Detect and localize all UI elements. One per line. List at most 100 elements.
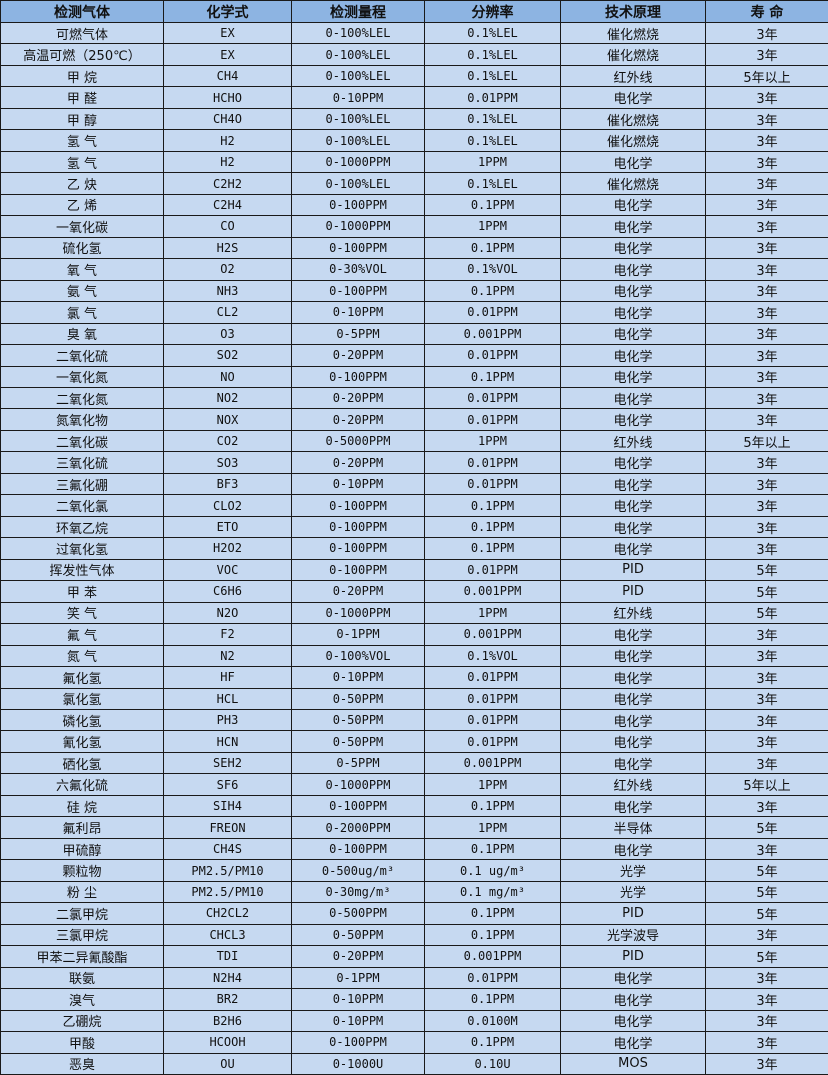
cell-range: 0-20PPM bbox=[292, 452, 425, 473]
cell-lifespan: 3年 bbox=[706, 645, 828, 666]
cell-range: 0-100%LEL bbox=[292, 23, 425, 44]
cell-principle: 电化学 bbox=[561, 710, 706, 731]
cell-resolution: 0.1 mg/m³ bbox=[425, 881, 561, 902]
cell-lifespan: 3年 bbox=[706, 516, 828, 537]
cell-resolution: 0.10U bbox=[425, 1053, 561, 1074]
cell-principle: 光学波导 bbox=[561, 924, 706, 945]
cell-principle: 电化学 bbox=[561, 280, 706, 301]
cell-principle: 电化学 bbox=[561, 452, 706, 473]
cell-formula: FREON bbox=[164, 817, 292, 838]
cell-resolution: 1PPM bbox=[425, 602, 561, 623]
cell-range: 0-100%LEL bbox=[292, 108, 425, 129]
cell-range: 0-50PPM bbox=[292, 924, 425, 945]
cell-gas: 氨 气 bbox=[1, 280, 164, 301]
cell-range: 0-100PPM bbox=[292, 1032, 425, 1053]
cell-resolution: 0.001PPM bbox=[425, 624, 561, 645]
cell-lifespan: 5年 bbox=[706, 903, 828, 924]
cell-formula: PH3 bbox=[164, 710, 292, 731]
cell-gas: 乙硼烷 bbox=[1, 1010, 164, 1031]
cell-formula: NH3 bbox=[164, 280, 292, 301]
cell-range: 0-100PPM bbox=[292, 495, 425, 516]
cell-range: 0-100PPM bbox=[292, 559, 425, 580]
cell-range: 0-10PPM bbox=[292, 667, 425, 688]
cell-range: 0-5PPM bbox=[292, 752, 425, 773]
cell-lifespan: 3年 bbox=[706, 795, 828, 816]
cell-gas: 氟 气 bbox=[1, 624, 164, 645]
cell-principle: 电化学 bbox=[561, 409, 706, 430]
cell-lifespan: 3年 bbox=[706, 731, 828, 752]
cell-resolution: 1PPM bbox=[425, 216, 561, 237]
cell-range: 0-100PPM bbox=[292, 237, 425, 258]
cell-principle: 电化学 bbox=[561, 1032, 706, 1053]
cell-lifespan: 3年 bbox=[706, 130, 828, 151]
cell-range: 0-10PPM bbox=[292, 302, 425, 323]
cell-resolution: 0.01PPM bbox=[425, 409, 561, 430]
cell-range: 0-1PPM bbox=[292, 624, 425, 645]
cell-gas: 联氨 bbox=[1, 967, 164, 988]
cell-resolution: 0.01PPM bbox=[425, 559, 561, 580]
cell-resolution: 0.1%LEL bbox=[425, 108, 561, 129]
cell-range: 0-20PPM bbox=[292, 409, 425, 430]
cell-gas: 甲苯二异氰酸酯 bbox=[1, 946, 164, 967]
cell-principle: 电化学 bbox=[561, 151, 706, 172]
cell-resolution: 0.01PPM bbox=[425, 473, 561, 494]
cell-principle: 催化燃烧 bbox=[561, 173, 706, 194]
cell-range: 0-100%LEL bbox=[292, 65, 425, 86]
cell-gas: 乙 烯 bbox=[1, 194, 164, 215]
cell-range: 0-1PPM bbox=[292, 967, 425, 988]
cell-gas: 氯 气 bbox=[1, 302, 164, 323]
cell-formula: CH4 bbox=[164, 65, 292, 86]
cell-lifespan: 5年 bbox=[706, 581, 828, 602]
cell-lifespan: 3年 bbox=[706, 1053, 828, 1074]
cell-resolution: 0.01PPM bbox=[425, 731, 561, 752]
cell-resolution: 0.1PPM bbox=[425, 1032, 561, 1053]
cell-range: 0-1000PPM bbox=[292, 216, 425, 237]
cell-principle: 电化学 bbox=[561, 838, 706, 859]
cell-formula: HCL bbox=[164, 688, 292, 709]
cell-principle: 电化学 bbox=[561, 1010, 706, 1031]
cell-resolution: 0.1PPM bbox=[425, 838, 561, 859]
cell-gas: 乙 炔 bbox=[1, 173, 164, 194]
cell-principle: 电化学 bbox=[561, 194, 706, 215]
cell-formula: NO2 bbox=[164, 387, 292, 408]
cell-principle: 电化学 bbox=[561, 516, 706, 537]
cell-gas: 六氟化硫 bbox=[1, 774, 164, 795]
cell-range: 0-100PPM bbox=[292, 538, 425, 559]
cell-principle: 电化学 bbox=[561, 688, 706, 709]
cell-resolution: 0.1PPM bbox=[425, 795, 561, 816]
cell-formula: C2H2 bbox=[164, 173, 292, 194]
cell-principle: 催化燃烧 bbox=[561, 130, 706, 151]
cell-gas: 磷化氢 bbox=[1, 710, 164, 731]
cell-range: 0-100PPM bbox=[292, 366, 425, 387]
cell-gas: 氢 气 bbox=[1, 151, 164, 172]
cell-range: 0-100PPM bbox=[292, 280, 425, 301]
cell-formula: SIH4 bbox=[164, 795, 292, 816]
cell-gas: 二氯甲烷 bbox=[1, 903, 164, 924]
cell-resolution: 1PPM bbox=[425, 774, 561, 795]
cell-formula: H2O2 bbox=[164, 538, 292, 559]
cell-gas: 硫化氢 bbox=[1, 237, 164, 258]
cell-resolution: 0.1PPM bbox=[425, 516, 561, 537]
cell-lifespan: 3年 bbox=[706, 237, 828, 258]
cell-resolution: 0.001PPM bbox=[425, 946, 561, 967]
cell-formula: BR2 bbox=[164, 989, 292, 1010]
cell-gas: 硒化氢 bbox=[1, 752, 164, 773]
cell-gas: 二氧化氯 bbox=[1, 495, 164, 516]
cell-resolution: 0.1PPM bbox=[425, 280, 561, 301]
cell-formula: B2H6 bbox=[164, 1010, 292, 1031]
cell-range: 0-10PPM bbox=[292, 1010, 425, 1031]
cell-range: 0-50PPM bbox=[292, 731, 425, 752]
cell-gas: 甲 苯 bbox=[1, 581, 164, 602]
cell-formula: C2H4 bbox=[164, 194, 292, 215]
